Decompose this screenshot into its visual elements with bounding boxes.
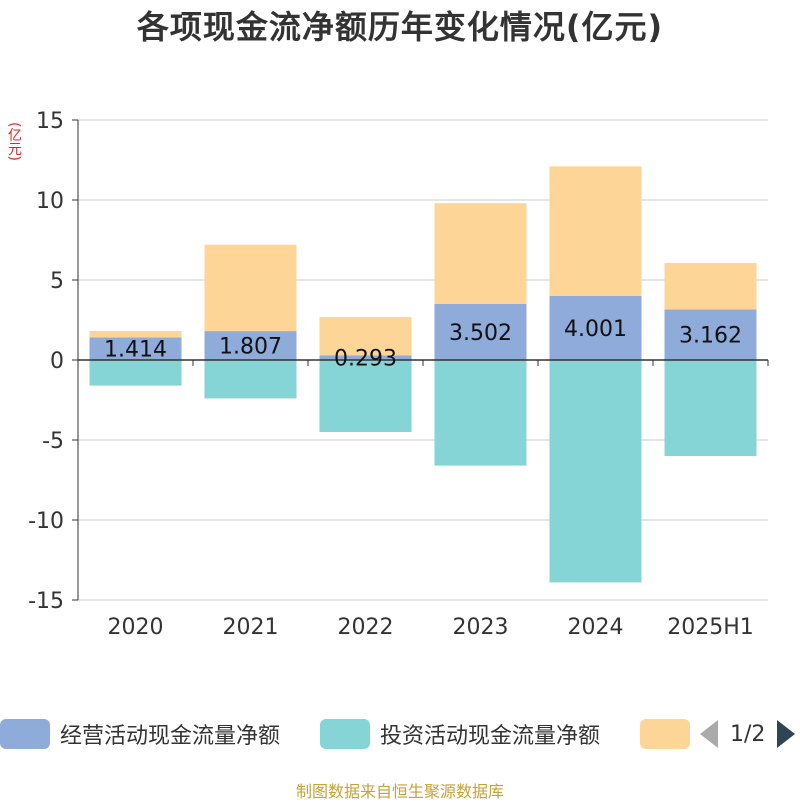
legend-label-operating: 经营活动现金流量净额	[60, 724, 281, 749]
x-tick-label: 2023	[453, 615, 509, 640]
legend-page-indicator: 1/2	[730, 721, 766, 747]
bar-series2-2021	[204, 244, 297, 332]
bar-series0-2022	[319, 355, 412, 360]
data-label: 0.293	[334, 347, 397, 372]
y-tick-label: 5	[50, 269, 64, 294]
bar-series0-2025H1	[664, 309, 757, 360]
bar-series0-2021	[204, 331, 297, 360]
y-tick-label: 0	[50, 349, 64, 374]
bar-series2-2023	[434, 203, 527, 304]
bar-series2-2022	[319, 316, 412, 356]
chart-area: -15 -10 -5 0 5 10 15 2020 2021 2022 2023 2024 2025H1…	[28, 109, 769, 640]
bars	[89, 166, 757, 583]
x-tick-label: 2024	[568, 615, 624, 640]
bar-series1-2020	[89, 360, 182, 386]
previous-page-icon[interactable]	[700, 720, 718, 748]
y-axis-unit-label: (亿元)	[6, 122, 22, 161]
y-tick-label: -15	[28, 589, 64, 614]
bar-series1-2023	[434, 360, 527, 466]
legend-item-third[interactable]	[640, 716, 700, 752]
y-tick-label: 10	[36, 189, 64, 214]
legend-label-investing: 投资活动现金流量净额	[380, 724, 601, 749]
legend-swatch-third	[640, 719, 690, 749]
data-labels: 1.414 1.807 0.293 3.502 4.001 3.162	[104, 317, 742, 372]
bar-series1-2025H1	[664, 360, 757, 456]
y-tick-label: -10	[28, 509, 64, 534]
legend-pager: 1/2	[700, 716, 796, 752]
chart-title: 各项现金流净额历年变化情况(亿元)	[136, 8, 664, 46]
legend-item-investing[interactable]: 投资活动现金流量净额	[320, 716, 600, 752]
x-tick-label: 2025H1	[667, 615, 754, 640]
x-tick-label: 2022	[338, 615, 394, 640]
x-tick-label: 2020	[108, 615, 164, 640]
data-label: 3.162	[679, 324, 742, 349]
y-tick-label: 15	[36, 109, 64, 134]
legend: 经营活动现金流量净额 投资活动现金流量净额	[0, 716, 800, 752]
source-note: 制图数据来自恒生聚源数据库	[295, 782, 504, 801]
bar-series2-2025H1	[664, 263, 757, 310]
data-label: 1.414	[104, 338, 167, 363]
legend-item-operating[interactable]: 经营活动现金流量净额	[0, 716, 280, 752]
bar-series1-2021	[204, 360, 297, 399]
bar-series0-2023	[434, 303, 527, 360]
bar-series0-2020	[89, 337, 182, 360]
bar-series1-2022	[319, 360, 412, 432]
legend-swatch-operating	[0, 719, 50, 749]
grid-lines	[78, 119, 768, 601]
data-label: 4.001	[564, 317, 627, 342]
legend-swatch-investing	[320, 719, 370, 749]
data-label: 3.502	[449, 321, 512, 346]
bar-series2-2024	[549, 166, 642, 296]
x-tick-label: 2021	[223, 615, 279, 640]
bar-series1-2024	[549, 360, 642, 583]
bar-series0-2024	[549, 295, 642, 360]
next-page-icon[interactable]	[777, 720, 796, 748]
axes: -15 -10 -5 0 5 10 15 2020 2021 2022 2023 2024 2025H1	[28, 109, 769, 640]
y-tick-label: -5	[42, 429, 64, 454]
bar-series2-2020	[89, 330, 182, 338]
data-label: 1.807	[219, 335, 282, 360]
